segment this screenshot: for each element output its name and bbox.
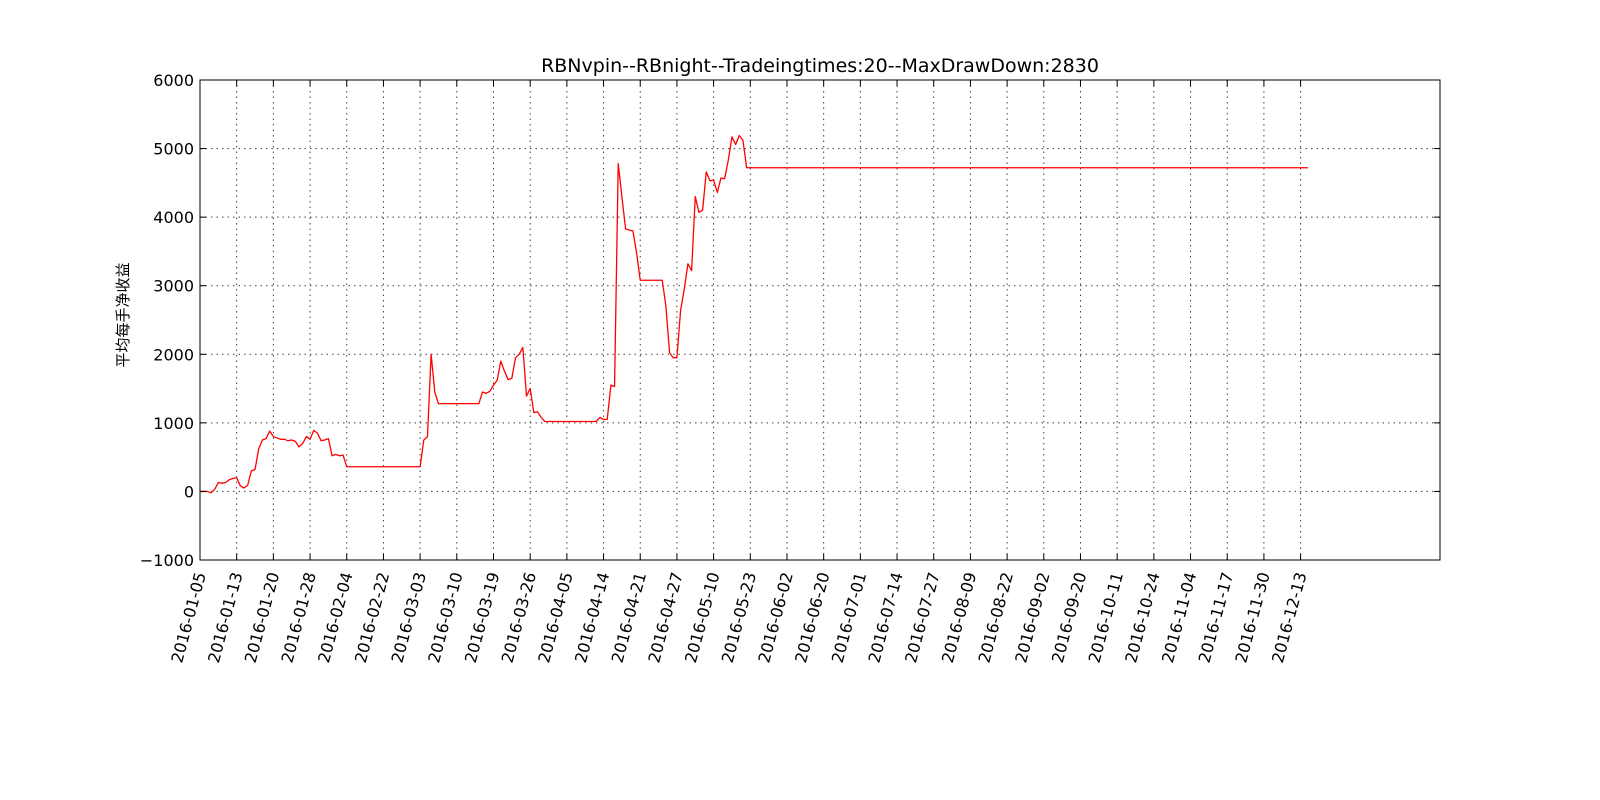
x-tick-label: 2016-04-27	[644, 570, 686, 665]
x-tick-label: 2016-10-24	[1121, 570, 1163, 665]
ticks: −1000 0 1000 2000 3000 4000 5000 6000 2016-01-05…	[140, 71, 1440, 665]
x-tick-label: 2016-10-11	[1085, 570, 1127, 665]
x-tick-label: 2016-01-13	[204, 570, 246, 665]
y-axis-label: 平均每手净收益	[114, 262, 132, 367]
x-tick-label: 2016-03-19	[461, 570, 503, 665]
x-tick-label: 2016-04-21	[608, 570, 650, 665]
y-tick-label: 5000	[153, 140, 194, 159]
x-tick-label: 2016-03-03	[388, 570, 430, 665]
x-tick-label: 2016-01-05	[167, 570, 209, 665]
y-tick-label: 4000	[153, 208, 194, 227]
series-line	[200, 134, 1308, 494]
x-tick-label: 2016-06-02	[754, 570, 796, 665]
x-tick-label: 2016-06-20	[791, 570, 833, 665]
x-tick-label: 2016-11-04	[1158, 570, 1200, 665]
x-tick-label: 2016-07-01	[828, 570, 870, 665]
x-tick-label: 2016-02-04	[314, 570, 356, 665]
chart-title: RBNvpin--RBnight--Tradeingtimes:20--MaxD…	[541, 55, 1099, 77]
x-tick-label: 2016-04-14	[571, 570, 613, 665]
y-tick-label: 6000	[153, 71, 194, 90]
y-tick-label: 2000	[153, 345, 194, 364]
x-tick-label: 2016-09-20	[1048, 570, 1090, 665]
x-tick-label: 2016-03-26	[498, 570, 540, 665]
x-tick-label: 2016-05-23	[718, 570, 760, 665]
x-tick-label: 2016-08-09	[938, 570, 980, 665]
x-tick-label: 2016-11-30	[1231, 570, 1273, 665]
plot-frame	[199, 79, 1441, 561]
x-tick-label: 2016-11-17	[1195, 570, 1237, 665]
x-tick-label: 2016-07-14	[864, 570, 906, 665]
series-layer	[200, 134, 1308, 494]
x-tick-label: 2016-07-27	[901, 570, 943, 665]
x-tick-label: 2016-04-05	[534, 570, 576, 665]
grid	[199, 79, 1440, 561]
y-tick-label: 3000	[153, 277, 194, 296]
x-tick-label: 2016-12-13	[1268, 570, 1310, 665]
x-tick-label: 2016-09-02	[1011, 570, 1053, 665]
x-tick-label: 2016-08-22	[975, 570, 1017, 665]
x-tick-label: 2016-03-10	[424, 570, 466, 665]
x-tick-label: 2016-02-22	[351, 570, 393, 665]
x-tick-label: 2016-05-10	[681, 570, 723, 665]
y-tick-label: −1000	[140, 551, 194, 570]
x-tick-label: 2016-01-20	[241, 570, 283, 665]
x-tick-label: 2016-01-28	[278, 570, 320, 665]
y-tick-label: 1000	[153, 414, 194, 433]
y-tick-label: 0	[184, 482, 194, 501]
